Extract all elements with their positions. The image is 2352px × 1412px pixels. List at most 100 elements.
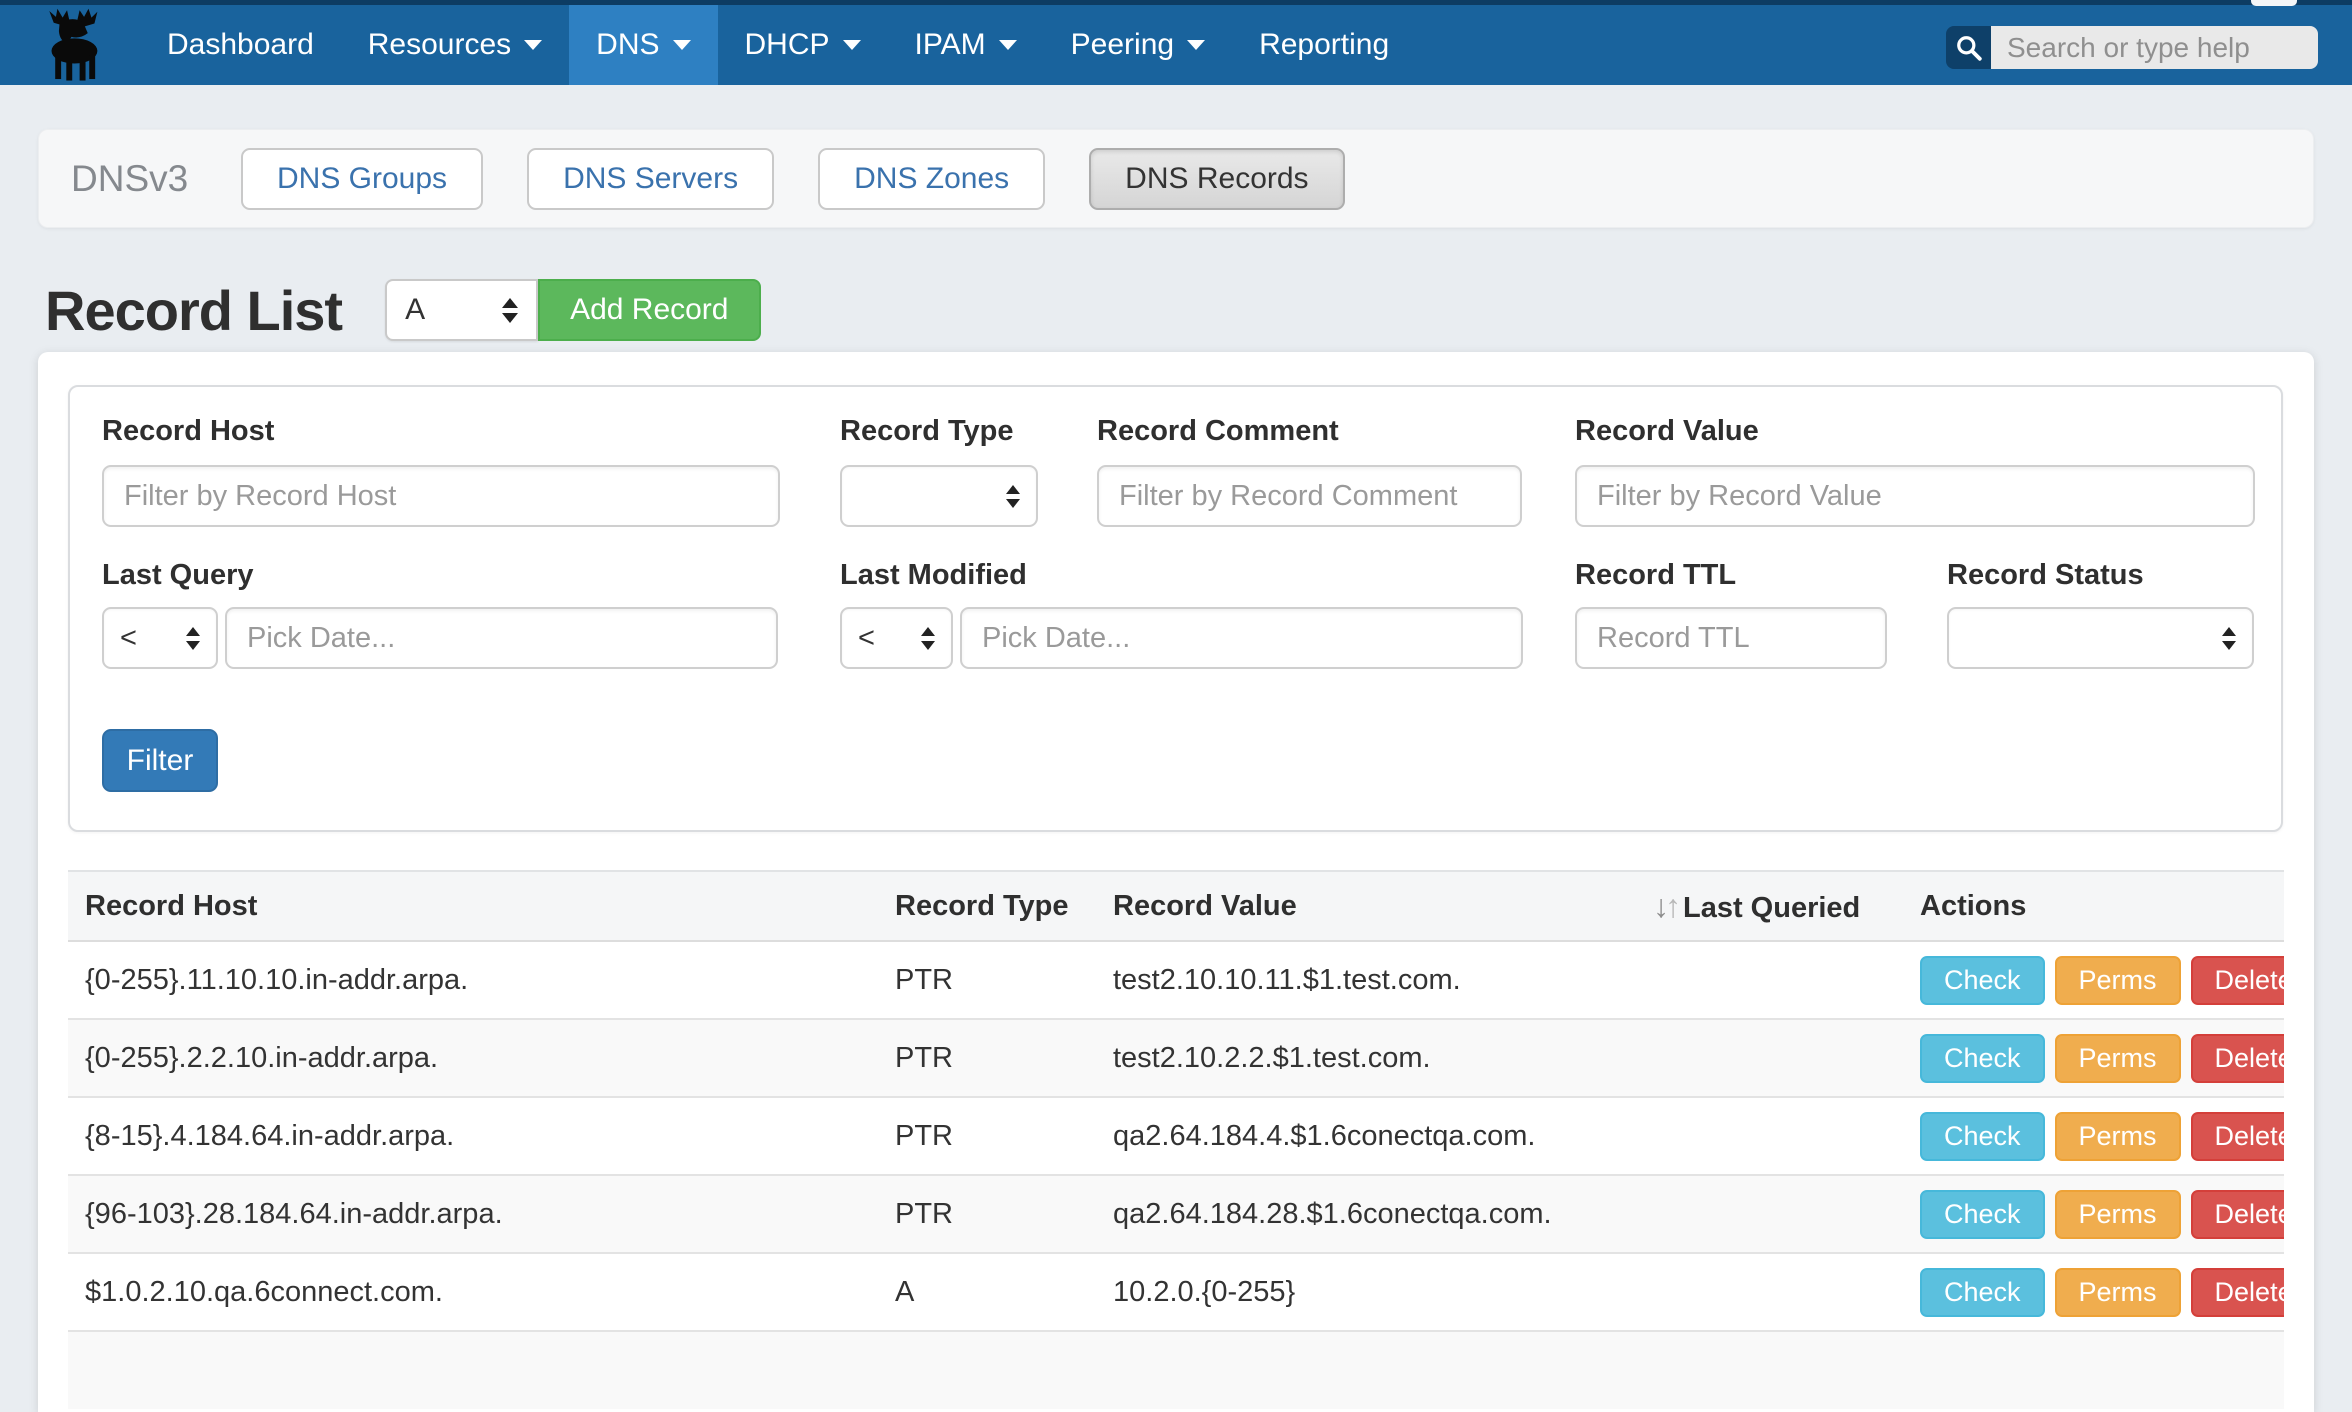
top-edge-artifact (2251, 0, 2297, 6)
caret-updown-icon (1006, 484, 1020, 508)
nav-item-label: DNS (596, 28, 660, 61)
record-type-label: Record Type (840, 415, 1014, 447)
column-header-record-value: Record Value (1096, 870, 1636, 942)
record-list-header: Record List A Add Record (45, 276, 761, 344)
record-type-select[interactable]: A (385, 279, 539, 341)
nav-item-label: Reporting (1259, 28, 1390, 61)
perms-button[interactable]: Perms (2054, 1189, 2181, 1239)
table-header-row: Record Host Record Type Record Value ↓↑ L… (68, 870, 2284, 942)
nav-item-label: IPAM (914, 28, 986, 61)
nav-item-reporting[interactable]: Reporting (1232, 5, 1416, 85)
actions-cell: CheckPermsDelete (1903, 940, 2284, 1019)
navbar: Dashboard Resources DNS DHCP IPAM Peerin… (0, 0, 2352, 85)
perms-button[interactable]: Perms (2054, 1267, 2181, 1317)
chevron-down-icon (672, 40, 691, 50)
record-status-select[interactable] (1947, 607, 2254, 669)
table-row: {0-255}.11.10.10.in-addr.arpa. PTR test2… (68, 940, 2284, 1019)
delete-button[interactable]: Delete (2190, 955, 2284, 1005)
record-host-label: Record Host (102, 415, 275, 447)
check-button[interactable]: Check (1920, 1111, 2045, 1161)
column-header-last-queried[interactable]: ↓↑ Last Queried (1636, 870, 1903, 942)
table-row: $1.0.2.10.qa.6connect.com. A 10.2.0.{0-2… (68, 1252, 2284, 1331)
check-button[interactable]: Check (1920, 1189, 2045, 1239)
tab-label: DNS Servers (563, 161, 739, 195)
moose-logo-icon[interactable] (0, 5, 140, 85)
caret-updown-icon (921, 626, 935, 650)
record-status-label: Record Status (1947, 559, 2144, 591)
chevron-down-icon (998, 40, 1017, 50)
nav-menu: Dashboard Resources DNS DHCP IPAM Peerin… (140, 5, 1416, 85)
last-queried-cell (1636, 1252, 1903, 1331)
records-table: Record Host Record Type Record Value ↓↑ L… (68, 870, 2284, 1409)
filter-button-label: Filter (126, 743, 194, 777)
tab-label: DNS Records (1125, 161, 1309, 195)
record-ttl-label: Record TTL (1575, 559, 1737, 591)
chevron-down-icon (524, 40, 543, 50)
last-queried-cell (1636, 1174, 1903, 1253)
delete-button[interactable]: Delete (2190, 1189, 2284, 1239)
caret-updown-icon (2222, 626, 2236, 650)
record-host-cell: {8-15}.4.184.64.in-addr.arpa. (68, 1096, 878, 1175)
last-modified-operator-select[interactable]: < (840, 607, 953, 669)
caret-updown-icon (186, 626, 200, 650)
nav-item-label: Resources (367, 28, 512, 61)
perms-button[interactable]: Perms (2054, 1033, 2181, 1083)
last-queried-cell (1636, 1096, 1903, 1175)
record-comment-label: Record Comment (1097, 415, 1339, 447)
record-type-filter-select[interactable] (840, 465, 1038, 527)
delete-button[interactable]: Delete (2190, 1033, 2284, 1083)
record-value-cell: 10.2.0.{0-255} (1096, 1252, 1636, 1331)
filter-panel: Record Host Record Type Record Comment R… (68, 385, 2283, 832)
perms-button[interactable]: Perms (2054, 1111, 2181, 1161)
nav-item-dhcp[interactable]: DHCP (718, 5, 888, 85)
search-icon[interactable] (1946, 26, 1991, 69)
tab-dns-zones[interactable]: DNS Zones (818, 147, 1046, 210)
tab-dns-records[interactable]: DNS Records (1089, 147, 1345, 210)
record-comment-input[interactable] (1097, 465, 1522, 527)
filter-button[interactable]: Filter (102, 729, 218, 792)
table-row (68, 1330, 2284, 1409)
dnsv3-title: DNSv3 (71, 157, 189, 199)
tab-dns-servers[interactable]: DNS Servers (527, 147, 775, 210)
record-host-cell: {0-255}.2.2.10.in-addr.arpa. (68, 1018, 878, 1097)
sort-arrows-icon: ↓↑ (1653, 887, 1681, 924)
nav-item-label: DHCP (744, 28, 830, 61)
nav-item-dashboard[interactable]: Dashboard (140, 5, 341, 85)
check-button[interactable]: Check (1920, 1033, 2045, 1083)
check-button[interactable]: Check (1920, 955, 2045, 1005)
delete-button[interactable]: Delete (2190, 1267, 2284, 1317)
global-search (1946, 26, 2318, 69)
last-query-date-input[interactable] (225, 607, 778, 669)
record-ttl-input[interactable] (1575, 607, 1887, 669)
nav-item-ipam[interactable]: IPAM (888, 5, 1044, 85)
add-record-button[interactable]: Add Record (538, 279, 761, 341)
last-modified-operator-value: < (858, 621, 875, 654)
main-card: Record Host Record Type Record Comment R… (38, 352, 2314, 1412)
record-type-cell: PTR (878, 1018, 1096, 1097)
record-value-label: Record Value (1575, 415, 1759, 447)
tab-dns-groups[interactable]: DNS Groups (241, 147, 484, 210)
caret-updown-icon (502, 297, 519, 323)
delete-button[interactable]: Delete (2190, 1111, 2284, 1161)
check-button[interactable]: Check (1920, 1267, 2045, 1317)
column-header-record-host: Record Host (68, 870, 878, 942)
record-host-cell: {0-255}.11.10.10.in-addr.arpa. (68, 940, 878, 1019)
actions-cell: CheckPermsDelete (1903, 1096, 2284, 1175)
record-host-cell: {96-103}.28.184.64.in-addr.arpa. (68, 1174, 878, 1253)
chevron-down-icon (1187, 40, 1206, 50)
record-host-input[interactable] (102, 465, 780, 527)
last-query-operator-select[interactable]: < (102, 607, 218, 669)
perms-button[interactable]: Perms (2054, 955, 2181, 1005)
nav-item-peering[interactable]: Peering (1044, 5, 1232, 85)
last-modified-date-input[interactable] (960, 607, 1523, 669)
nav-item-dns[interactable]: DNS (569, 5, 718, 85)
column-header-record-type: Record Type (878, 870, 1096, 942)
record-value-cell: test2.10.10.11.$1.test.com. (1096, 940, 1636, 1019)
search-input[interactable] (1991, 26, 2318, 69)
table-row: {96-103}.28.184.64.in-addr.arpa. PTR qa2… (68, 1174, 2284, 1253)
actions-cell: CheckPermsDelete (1903, 1252, 2284, 1331)
record-value-input[interactable] (1575, 465, 2255, 527)
last-query-label: Last Query (102, 559, 254, 591)
table-row: {8-15}.4.184.64.in-addr.arpa. PTR qa2.64… (68, 1096, 2284, 1175)
nav-item-resources[interactable]: Resources (341, 5, 569, 85)
